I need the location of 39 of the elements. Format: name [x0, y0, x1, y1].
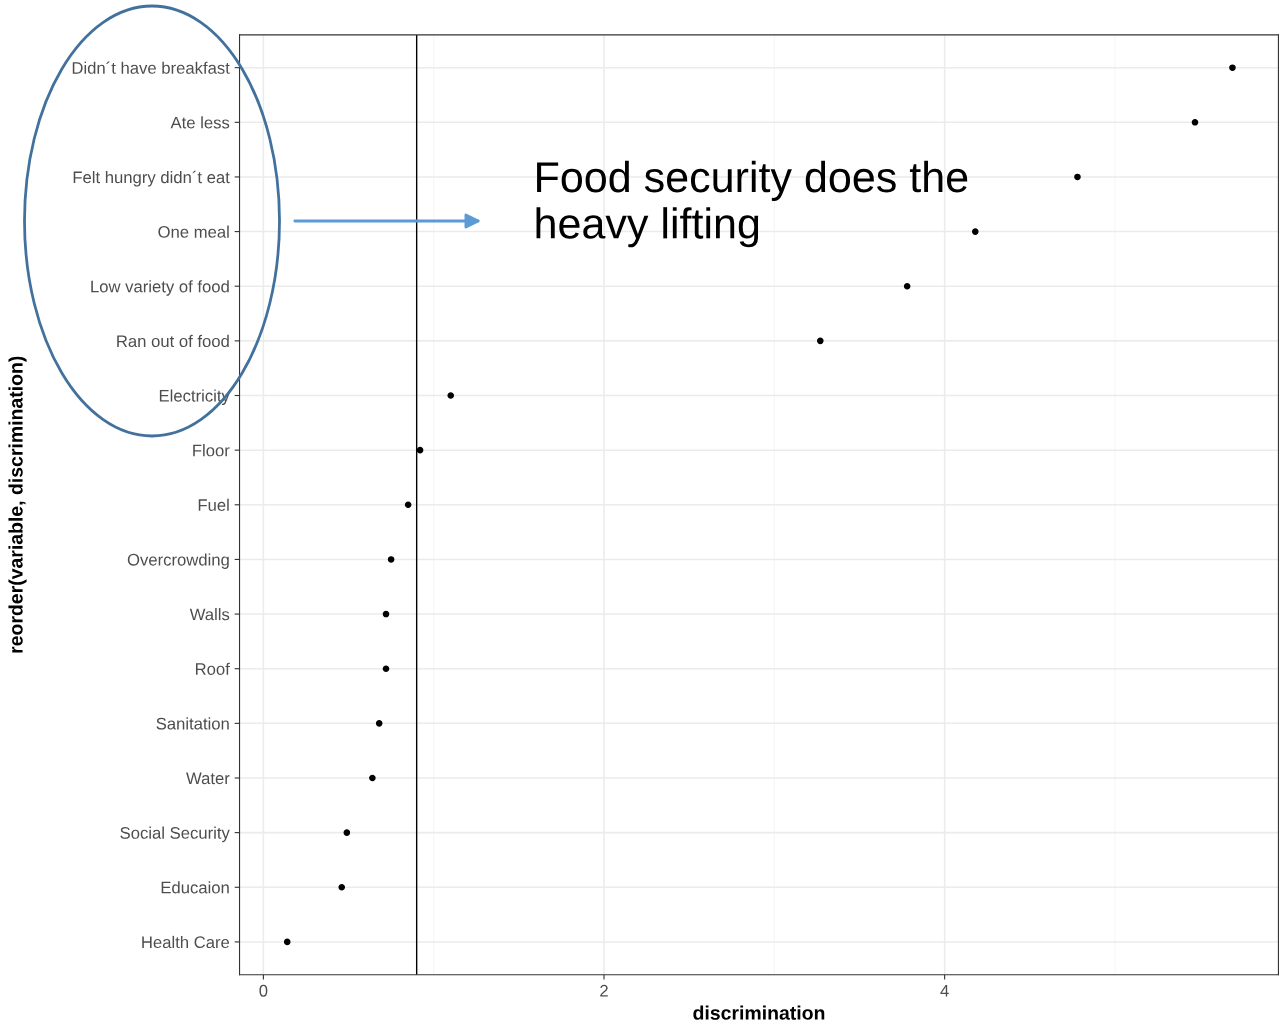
y-tick-label: Floor — [193, 444, 230, 457]
point — [1229, 64, 1236, 71]
x-tick-label: 4 — [940, 985, 949, 997]
point — [283, 938, 291, 946]
point — [971, 228, 979, 235]
y-tick-label: Health Care — [142, 935, 230, 949]
y-tick-label: Low variety of food — [91, 280, 229, 296]
point — [343, 829, 351, 836]
y-tick-label: Fuel — [198, 498, 229, 511]
point — [1191, 119, 1199, 126]
y-tick-label: Walls — [189, 608, 230, 621]
point — [817, 337, 824, 345]
y-tick-label: Ate less — [170, 116, 230, 129]
point — [903, 282, 911, 290]
x-tick-label: 0 — [259, 984, 268, 997]
y-tick-label: Didn´t have breakfast — [72, 61, 230, 74]
y-tick-label: Ran out of food — [117, 334, 229, 348]
x-axis-title: discrimination — [693, 1005, 825, 1020]
point — [447, 392, 455, 399]
y-axis-title: reorder(variable, discrimination) — [8, 356, 27, 653]
y-tick-label: Roof — [195, 662, 230, 675]
y-tick-label: Overcrowding — [127, 553, 229, 569]
y-tick-label: Water — [186, 772, 230, 785]
point — [404, 501, 412, 509]
y-tick-label: One meal — [158, 225, 229, 238]
point — [338, 883, 346, 891]
point — [369, 774, 376, 782]
x-tick-label: 2 — [600, 984, 608, 997]
point — [416, 446, 424, 454]
point — [382, 610, 390, 618]
annotation: Food security does the heavy lifting — [536, 160, 968, 248]
y-tick-label: Sanitation — [156, 717, 229, 730]
point — [382, 665, 390, 673]
y-tick-label: Social Security — [120, 826, 230, 843]
point — [1074, 173, 1081, 181]
y-tick-label: Educaion — [161, 881, 229, 894]
y-tick-label: Felt hungry didn´t eat — [73, 170, 230, 187]
point — [387, 556, 395, 563]
point — [375, 720, 383, 727]
